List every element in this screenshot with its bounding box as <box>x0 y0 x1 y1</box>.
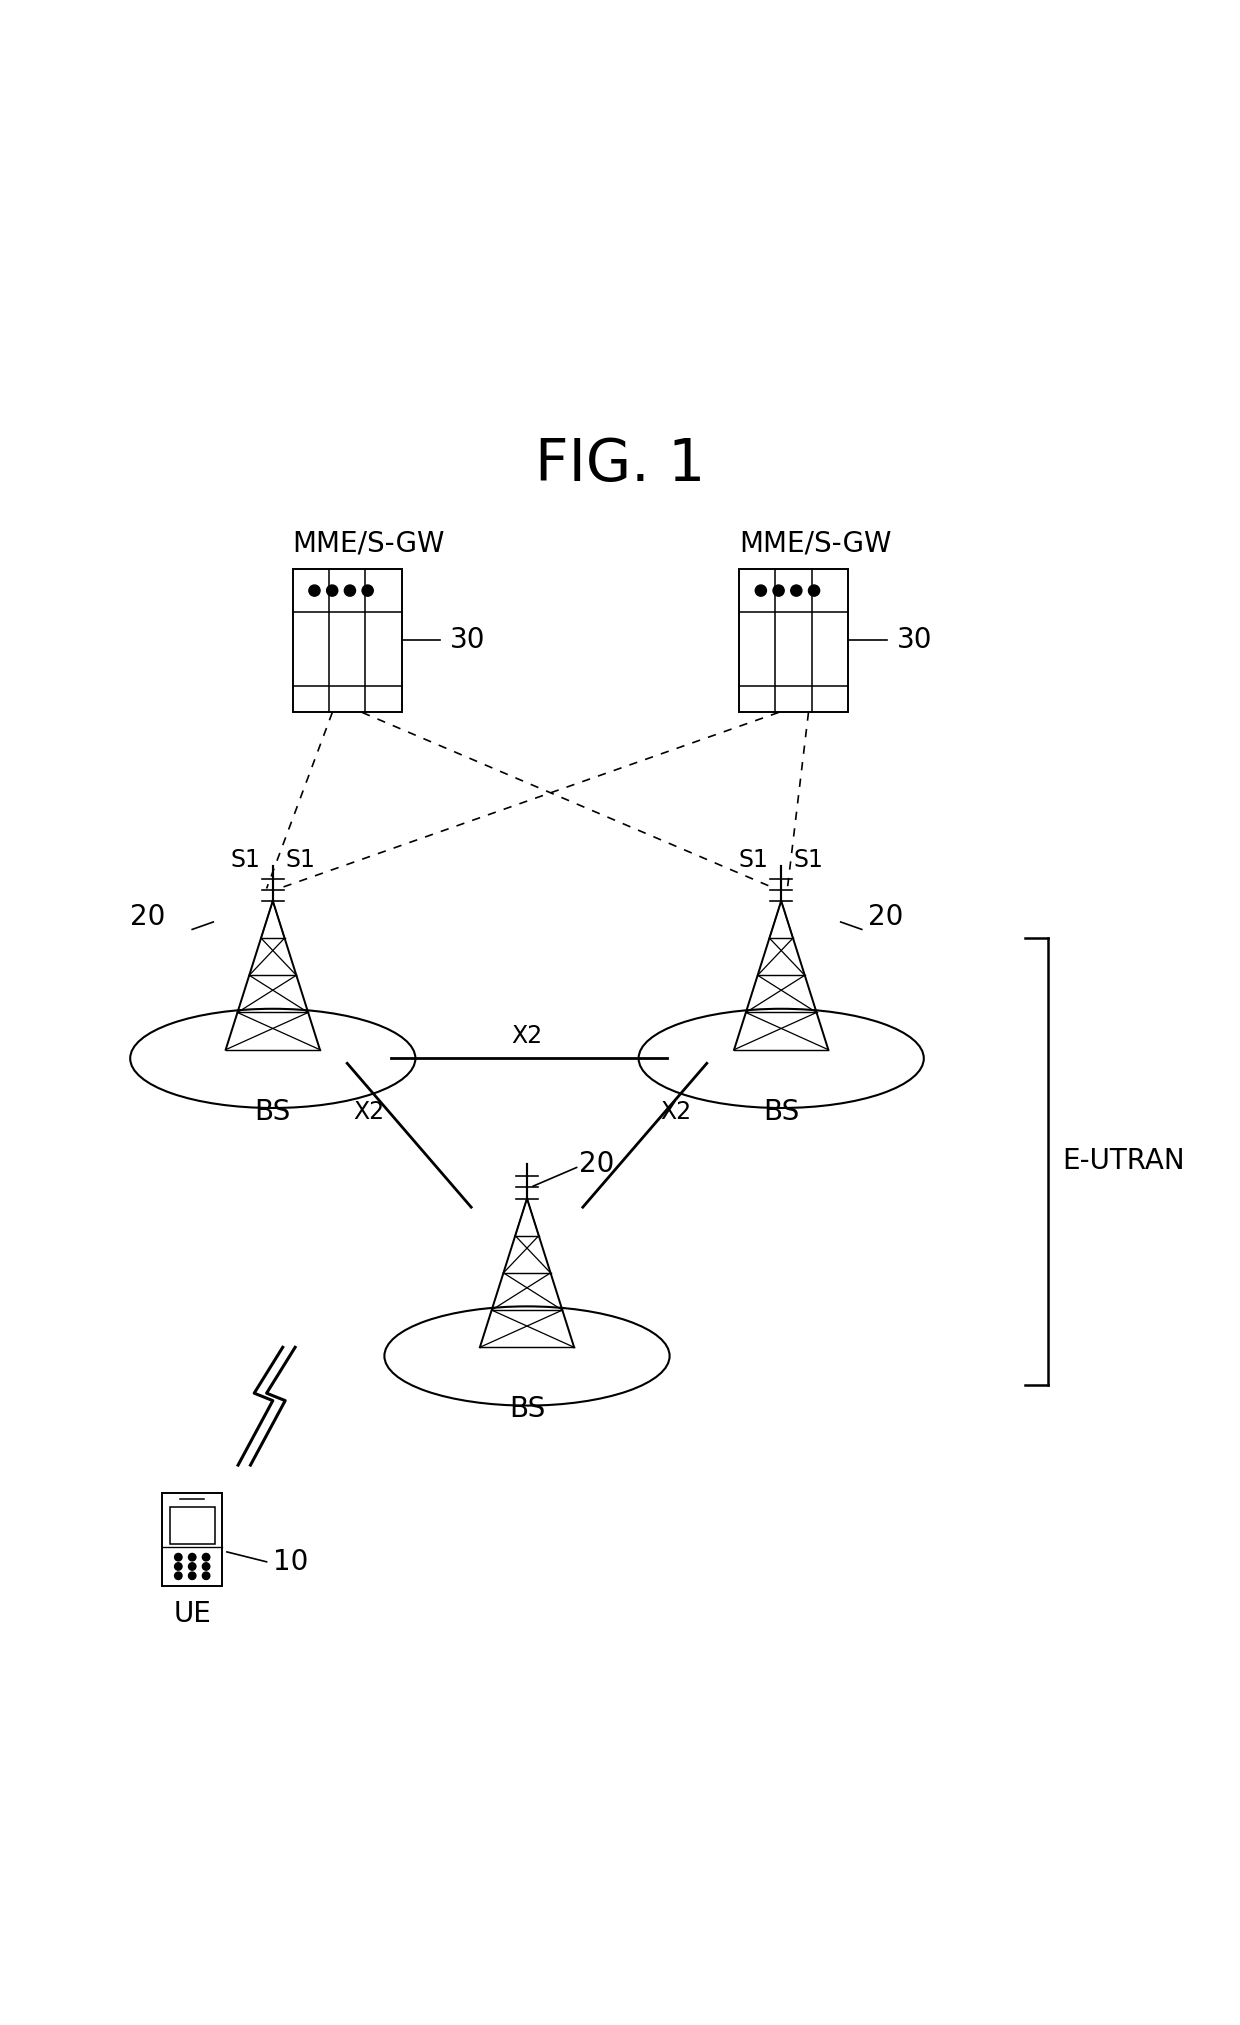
Circle shape <box>309 585 320 595</box>
Circle shape <box>202 1563 210 1569</box>
Circle shape <box>326 585 337 595</box>
Text: E-UTRAN: E-UTRAN <box>1063 1148 1185 1174</box>
Circle shape <box>175 1571 182 1580</box>
Text: MME/S-GW: MME/S-GW <box>293 531 445 557</box>
Circle shape <box>755 585 766 595</box>
Text: S1: S1 <box>231 848 260 873</box>
Text: X2: X2 <box>661 1100 692 1124</box>
Bar <box>170 1507 215 1545</box>
Text: X2: X2 <box>511 1025 543 1049</box>
Text: S1: S1 <box>794 848 823 873</box>
Circle shape <box>175 1553 182 1561</box>
Text: 30: 30 <box>450 626 486 654</box>
Circle shape <box>202 1553 210 1561</box>
Circle shape <box>188 1553 196 1561</box>
Circle shape <box>791 585 802 595</box>
Text: FIG. 1: FIG. 1 <box>534 435 706 492</box>
Text: MME/S-GW: MME/S-GW <box>739 531 892 557</box>
Circle shape <box>202 1571 210 1580</box>
Text: 20: 20 <box>579 1150 615 1179</box>
Circle shape <box>188 1563 196 1569</box>
Text: S1: S1 <box>739 848 769 873</box>
Bar <box>293 569 402 713</box>
Text: S1: S1 <box>285 848 315 873</box>
Text: 20: 20 <box>130 903 166 932</box>
Text: X2: X2 <box>353 1100 384 1124</box>
Circle shape <box>773 585 784 595</box>
Text: UE: UE <box>174 1600 211 1628</box>
Text: 10: 10 <box>273 1547 309 1575</box>
Text: 20: 20 <box>868 903 904 932</box>
Circle shape <box>362 585 373 595</box>
Circle shape <box>175 1563 182 1569</box>
Text: BS: BS <box>508 1395 546 1424</box>
Bar <box>162 1492 222 1586</box>
Text: 30: 30 <box>897 626 932 654</box>
Bar <box>739 569 848 713</box>
Text: BS: BS <box>763 1098 800 1126</box>
Circle shape <box>345 585 356 595</box>
Circle shape <box>808 585 820 595</box>
Text: BS: BS <box>254 1098 291 1126</box>
Circle shape <box>188 1571 196 1580</box>
